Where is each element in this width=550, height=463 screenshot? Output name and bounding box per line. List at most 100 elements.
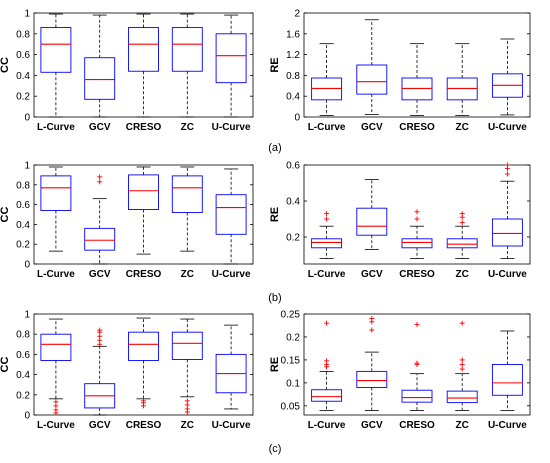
iqr-box xyxy=(128,174,159,210)
x-tick-label: U-Curve xyxy=(488,269,527,280)
outlier-marker xyxy=(459,211,465,217)
iqr-box xyxy=(446,390,478,404)
iqr-box xyxy=(356,370,388,388)
iqr-box xyxy=(215,194,247,235)
panel-label-c: (c) xyxy=(269,443,282,455)
plot-frame xyxy=(33,164,254,265)
outlier-marker xyxy=(324,358,330,364)
y-tick-label: 0.6 xyxy=(16,350,30,361)
y-tick-label: 0.4 xyxy=(16,370,30,381)
x-tick-label: ZC xyxy=(181,122,194,133)
y-tick-label: 0.6 xyxy=(16,200,30,211)
outlier-marker xyxy=(414,360,420,366)
outlier-marker xyxy=(414,322,420,328)
y-tick-label: 2 xyxy=(294,9,300,20)
outlier-marker xyxy=(324,320,330,326)
y-axis-label: RE xyxy=(269,357,281,372)
box-gcv xyxy=(84,174,116,265)
y-tick-label: 0.8 xyxy=(286,71,300,82)
x-tick-label: CRESO xyxy=(126,122,162,133)
outlier-marker xyxy=(97,174,103,180)
x-tick-label: GCV xyxy=(89,269,111,280)
y-tick-label: 0.05 xyxy=(281,401,301,412)
box-creso xyxy=(128,317,159,409)
plot-frame xyxy=(303,313,531,416)
y-tick-label: 0.8 xyxy=(16,330,30,341)
iqr-box xyxy=(356,64,388,95)
iqr-box xyxy=(356,207,388,236)
iqr-box xyxy=(401,389,433,403)
panel-label-b: (b) xyxy=(268,292,281,304)
y-tick-label: 0.2 xyxy=(16,390,30,401)
y-tick-label: 0.4 xyxy=(286,197,300,208)
x-tick-label: GCV xyxy=(361,269,383,280)
box-u-curve xyxy=(491,330,523,411)
x-tick-label: L-Curve xyxy=(37,269,75,280)
box-creso xyxy=(128,13,159,118)
outlier-marker xyxy=(369,327,375,333)
iqr-box xyxy=(491,364,523,396)
box-gcv xyxy=(84,14,116,118)
x-tick-label: U-Curve xyxy=(488,122,527,133)
y-tick-label: 0.1 xyxy=(286,378,300,389)
box-u-curve xyxy=(491,162,523,260)
y-tick-label: 1 xyxy=(24,161,30,172)
iqr-box xyxy=(171,175,203,213)
box-u-curve xyxy=(215,168,247,265)
outlier-marker xyxy=(414,216,420,222)
y-tick-label: 0.4 xyxy=(16,71,30,82)
box-l-curve xyxy=(40,166,72,252)
box-gcv xyxy=(356,178,388,251)
box-zc xyxy=(446,43,478,116)
box-zc xyxy=(171,166,203,252)
x-tick-label: U-Curve xyxy=(212,420,251,431)
outlier-marker xyxy=(97,327,103,333)
x-tick-label: CRESO xyxy=(399,122,435,133)
outlier-marker xyxy=(184,398,190,404)
plot-frame xyxy=(303,12,531,118)
x-tick-label: GCV xyxy=(89,420,111,431)
boxplot-0-cc: 0 0.2 0.4 0.6 0.8 1 CC L-Curve GCV CRESO ZC U-Curve xyxy=(0,9,254,133)
box-zc xyxy=(446,211,478,260)
boxplot-2-cc: 0 0.2 0.4 0.6 0.8 1 CC L-Curve GCV CRESO ZC U-Curve xyxy=(0,161,254,280)
plot-frame xyxy=(33,313,254,416)
outlier-marker xyxy=(324,216,330,222)
y-tick-label: 0.15 xyxy=(281,355,301,366)
box-gcv xyxy=(84,327,116,416)
iqr-box xyxy=(446,238,478,249)
y-tick-label: 0.8 xyxy=(16,180,30,191)
x-tick-label: CRESO xyxy=(399,269,435,280)
iqr-box xyxy=(401,238,433,249)
boxplot-4-cc: 0 0.2 0.4 0.6 0.8 1 CC L-Curve GCV CRESO ZC U-Curve xyxy=(0,310,254,431)
x-tick-label: ZC xyxy=(181,420,194,431)
y-tick-label: 1.2 xyxy=(286,50,300,61)
y-tick-label: 0.25 xyxy=(281,310,301,321)
iqr-box xyxy=(84,227,116,251)
box-l-curve xyxy=(311,211,343,260)
box-l-curve xyxy=(40,318,72,416)
x-tick-label: U-Curve xyxy=(212,269,251,280)
outlier-marker xyxy=(459,220,465,226)
y-tick-label: 0 xyxy=(24,411,30,422)
iqr-box xyxy=(40,27,72,73)
box-zc xyxy=(171,13,203,118)
x-tick-label: ZC xyxy=(456,269,469,280)
y-tick-label: 0.4 xyxy=(286,92,300,103)
y-axis-label: CC xyxy=(0,357,11,373)
iqr-box xyxy=(491,218,523,247)
y-tick-label: 0.2 xyxy=(16,240,30,251)
y-tick-label: 1 xyxy=(24,9,30,20)
box-gcv xyxy=(356,19,388,115)
box-zc xyxy=(171,318,203,415)
y-axis-label: CC xyxy=(0,207,11,223)
y-tick-label: 0.6 xyxy=(16,50,30,61)
outlier-marker xyxy=(504,162,510,168)
x-tick-label: CRESO xyxy=(399,420,435,431)
box-creso xyxy=(401,43,433,116)
x-tick-label: U-Curve xyxy=(212,122,251,133)
y-tick-label: 0.8 xyxy=(16,29,30,40)
x-tick-label: CRESO xyxy=(126,420,162,431)
x-tick-label: L-Curve xyxy=(308,122,346,133)
x-tick-label: ZC xyxy=(456,420,469,431)
